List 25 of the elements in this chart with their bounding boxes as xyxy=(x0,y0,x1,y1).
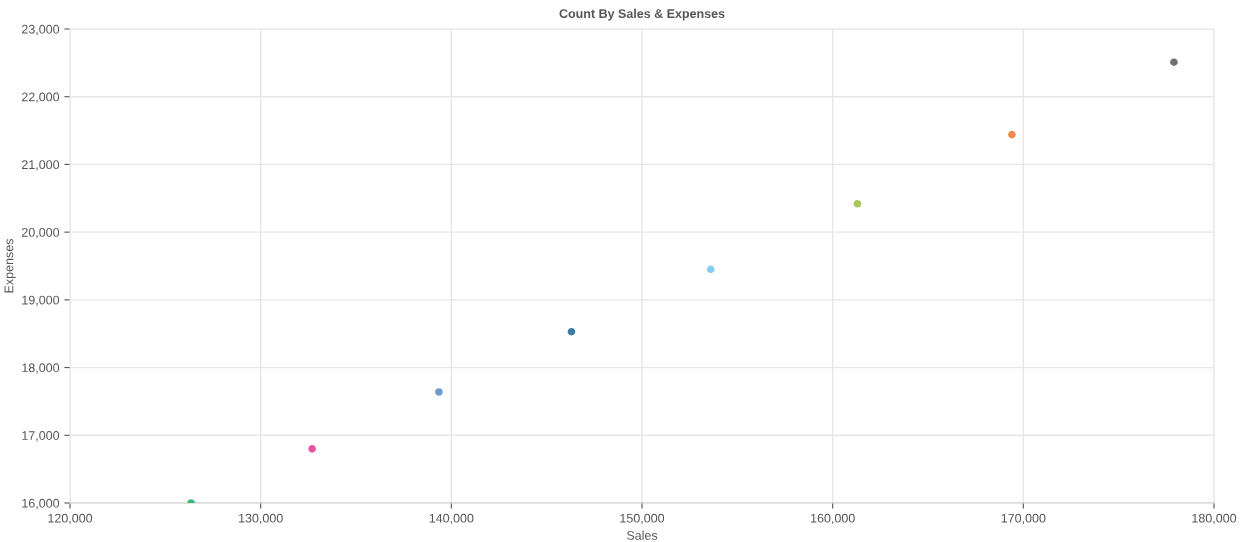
x-tick-label: 180,000 xyxy=(1192,513,1237,525)
point xyxy=(435,388,443,396)
point xyxy=(567,327,576,336)
x-tick-label: 160,000 xyxy=(811,513,855,525)
point xyxy=(853,199,862,208)
x-tick-label: 140,000 xyxy=(429,513,474,525)
y-tick-label: 16,000 xyxy=(22,498,60,510)
y-tick-label: 17,000 xyxy=(22,431,60,442)
y-tick-label: 19,000 xyxy=(22,295,60,306)
x-tick-label: 120,000 xyxy=(48,513,93,525)
point xyxy=(706,265,715,274)
x-tick-label: 130,000 xyxy=(239,513,283,525)
y-tick-label: 22,000 xyxy=(21,92,60,103)
y-tick-label: 20,000 xyxy=(21,227,60,239)
y-tick-label: 23,000 xyxy=(21,24,60,36)
chart-title: Count By Sales & Expenses xyxy=(559,8,725,21)
x-tick-label: 150,000 xyxy=(620,513,665,525)
x-axis-title: Sales xyxy=(626,530,658,540)
y-tick-label: 21,000 xyxy=(21,160,60,171)
point xyxy=(308,445,316,453)
y-axis-title: Expenses xyxy=(4,239,16,293)
point xyxy=(1008,130,1016,139)
y-tick-label: 18,000 xyxy=(22,363,60,374)
point xyxy=(1170,58,1178,66)
x-tick-label: 170,000 xyxy=(1001,513,1046,525)
